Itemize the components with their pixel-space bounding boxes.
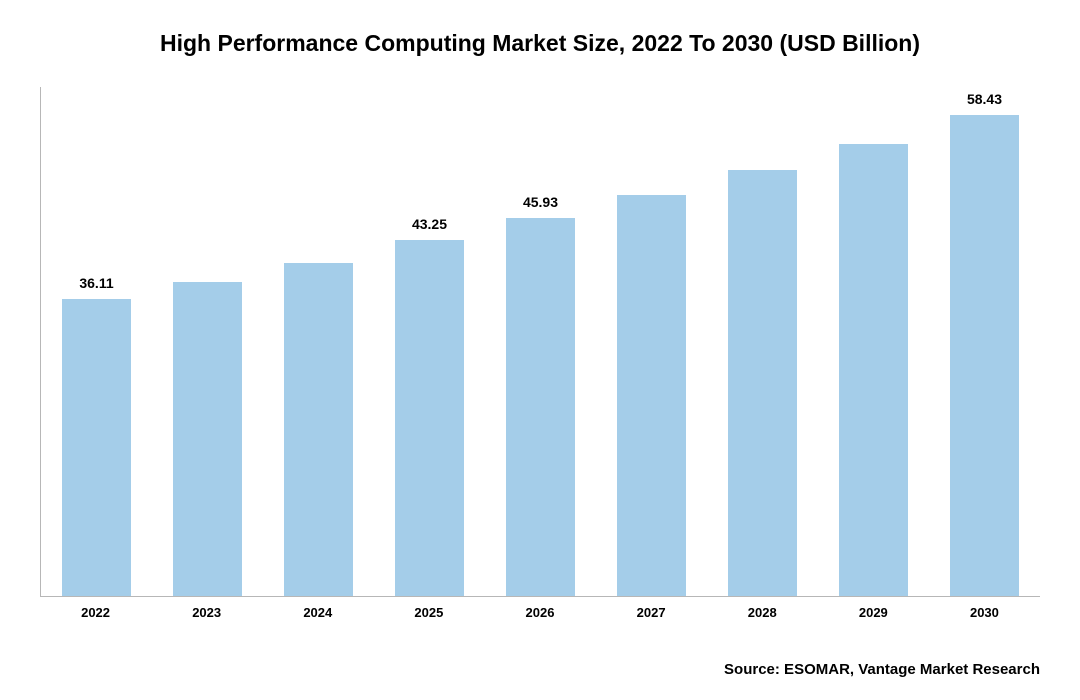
bar-value-label: 43.25	[412, 216, 447, 232]
bar	[839, 144, 908, 596]
bar-value-label: 36.11	[79, 275, 113, 291]
x-axis-label: 2028	[707, 597, 818, 620]
bar	[506, 218, 575, 596]
x-axis-label: 2023	[151, 597, 262, 620]
chart-title: High Performance Computing Market Size, …	[40, 30, 1040, 57]
bar-slot	[263, 86, 374, 596]
bars-row: 36.11 43.25 45.93 58.43	[41, 86, 1040, 596]
plot-area: 36.11 43.25 45.93 58.43	[40, 87, 1040, 597]
bar-value-label: 45.93	[523, 194, 558, 210]
bar-slot: 43.25	[374, 86, 485, 596]
bar-slot	[596, 86, 707, 596]
x-axis-label: 2024	[262, 597, 373, 620]
x-axis-label: 2030	[929, 597, 1040, 620]
bar-slot	[818, 86, 929, 596]
bar	[284, 263, 353, 596]
bar	[728, 170, 797, 596]
bar	[395, 240, 464, 596]
bar-slot	[707, 86, 818, 596]
bar-slot: 36.11	[41, 86, 152, 596]
bar	[950, 115, 1019, 596]
bar	[62, 299, 131, 596]
x-axis-label: 2029	[818, 597, 929, 620]
x-axis-label: 2025	[373, 597, 484, 620]
bar-slot	[152, 86, 263, 596]
bar-value-label: 58.43	[967, 91, 1002, 107]
chart-container: High Performance Computing Market Size, …	[0, 0, 1080, 700]
bar	[173, 282, 242, 596]
x-axis-label: 2027	[596, 597, 707, 620]
x-axis-label: 2026	[484, 597, 595, 620]
x-axis-label: 2022	[40, 597, 151, 620]
x-axis-labels: 202220232024202520262027202820292030	[40, 597, 1040, 620]
bar-slot: 58.43	[929, 86, 1040, 596]
bar	[617, 195, 686, 596]
source-attribution: Source: ESOMAR, Vantage Market Research	[724, 661, 1040, 678]
bar-slot: 45.93	[485, 86, 596, 596]
